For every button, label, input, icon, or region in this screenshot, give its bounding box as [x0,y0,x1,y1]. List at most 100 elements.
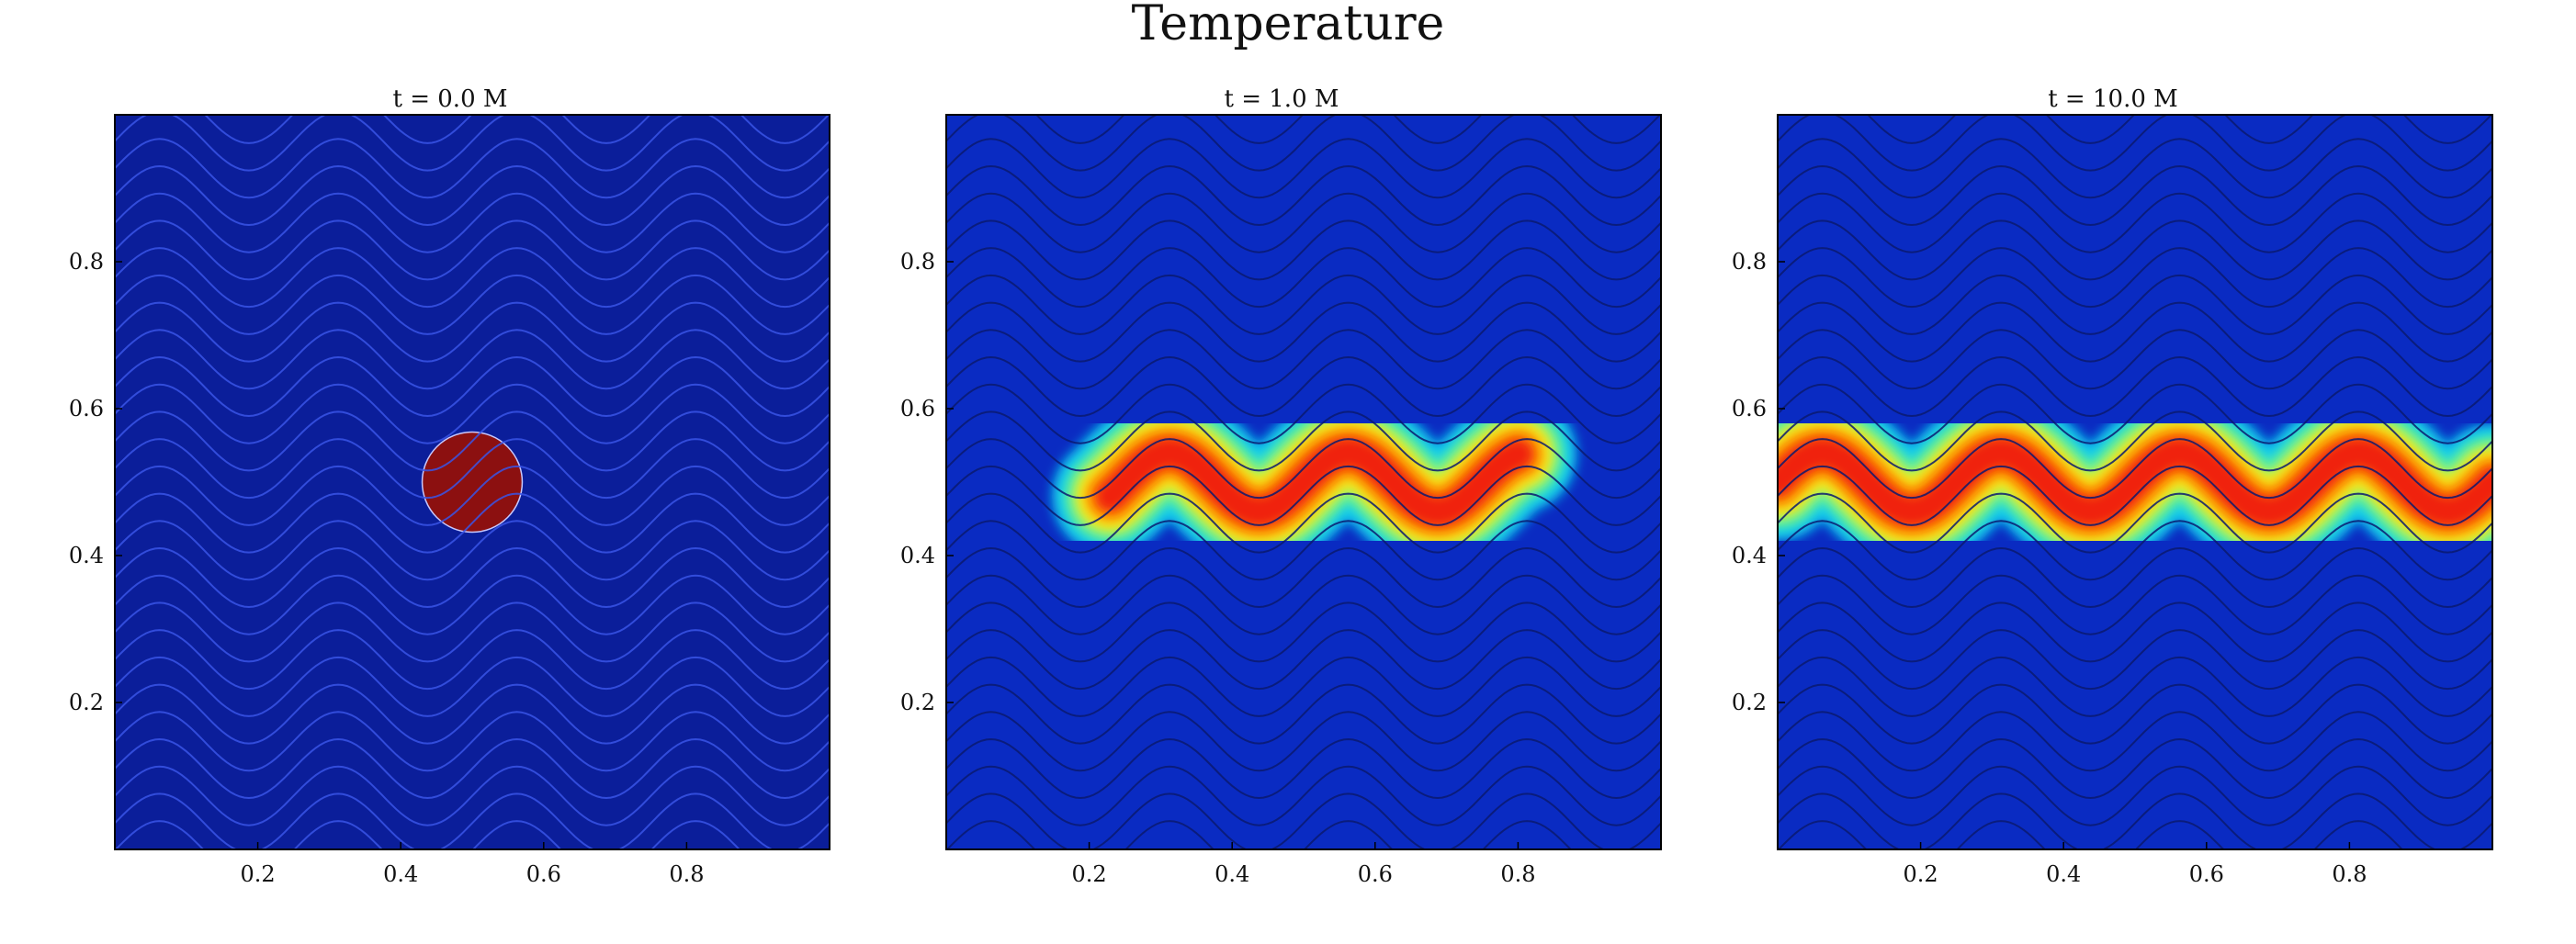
field-line [1778,683,2492,745]
field-line [946,711,1661,772]
field-line [946,820,1573,849]
y-tick-label: 0.2 [69,690,104,715]
plot-frame [945,114,1662,850]
x-tick-label: 0.6 [2189,861,2224,887]
y-tick-label: 0.4 [69,543,104,568]
y-tick-label: 0.8 [1732,249,1767,275]
field-line [1778,711,2492,772]
x-tick-label: 0.2 [241,861,276,887]
field-line [946,383,1661,444]
y-tick-label: 0.4 [1732,543,1767,568]
field-line [1778,410,2492,472]
field-line [946,438,1661,500]
field-line [115,820,741,849]
field-line [1778,601,2492,663]
field-line [946,737,1661,800]
panel-t1: t = 1.0 M 0.2 0.4 0.6 0.8 0.2 0.4 0.6 0.8 [887,0,1677,918]
field-line [1778,247,2492,309]
field-line [946,329,1661,390]
field-line [1778,765,2492,826]
x-tick-label: 0.8 [1500,861,1535,887]
field-line [1778,574,2492,635]
field-line [1778,629,2492,691]
field-line [115,492,830,554]
field-line [115,465,830,526]
field-line [115,247,830,309]
x-tick-label: 0.4 [383,861,418,887]
field-line [946,629,1661,691]
field-line [946,683,1661,745]
panel-t10: t = 10.0 M 0.2 0.4 0.6 0.8 0.2 0.4 0.6 0.8 [1718,0,2508,918]
y-tick-label: 0.4 [900,543,935,568]
x-tick-label: 0.2 [1904,861,1938,887]
field-line [1778,355,2492,418]
field-line [115,520,830,581]
heatmap-plot: 0.2 0.4 0.6 0.8 0.2 0.4 0.6 0.8 [1732,114,2493,887]
field-line [946,301,1661,363]
field-line [115,656,830,717]
y-tick-label: 0.8 [69,249,104,275]
field-line [115,329,830,390]
field-line [115,683,830,745]
panel-title: t = 1.0 M [1224,85,1339,113]
field-line [1778,329,2492,390]
field-line [1778,737,2492,800]
field-line [946,601,1661,663]
field-line [115,138,830,199]
field-line [115,438,830,500]
field-line [115,765,830,826]
field-line [1778,546,2492,609]
x-tick-label: 0.2 [1072,861,1107,887]
x-tick-label: 0.6 [1358,861,1393,887]
field-line [115,410,830,472]
field-line [946,546,1661,609]
field-line [946,355,1661,418]
y-tick-label: 0.6 [900,396,935,421]
field-line [946,138,1661,199]
field-line [115,574,830,635]
x-tick-label: 0.4 [2046,861,2081,887]
field-line [115,629,830,691]
field-line [1778,138,2492,199]
field-line [115,164,830,227]
field-line [115,383,830,444]
field-line [1778,492,2492,554]
field-line [1778,164,2492,227]
y-tick-label: 0.6 [1732,396,1767,421]
field-line [115,301,830,363]
heat-band-layer [1778,436,2492,528]
field-line [115,546,830,609]
field-line [1778,274,2492,335]
panel-t0: t = 0.0 M 0.2 0.4 0.6 0.8 0.2 0.4 0.6 0.8 [55,0,845,918]
field-line [1034,115,1661,144]
figure-title: Temperature [1131,0,1445,51]
field-line [1778,301,2492,363]
field-line [115,274,830,335]
field-line [946,520,1661,581]
field-line [115,219,830,281]
field-line [946,574,1661,635]
field-line [115,355,830,418]
hot-blob [421,431,524,534]
field-line [115,601,830,663]
field-line [1778,219,2492,281]
field-line [115,711,830,772]
panel-title: t = 10.0 M [2048,85,2178,113]
y-tick-label: 0.2 [900,690,935,715]
field-line [1778,520,2492,581]
plot-frame [1777,114,2493,850]
x-tick-label: 0.4 [1215,861,1249,887]
heat-band-layer [1094,436,1534,528]
field-line [946,410,1661,472]
field-line [946,492,1661,554]
field-line [946,656,1661,717]
field-line [1778,465,2492,526]
plot-frame [114,114,830,850]
y-tick-label: 0.8 [900,249,935,275]
field-line [203,115,830,144]
y-tick-label: 0.2 [1732,690,1767,715]
field-line [946,164,1661,227]
y-tick-label: 0.6 [69,396,104,421]
x-tick-label: 0.8 [669,861,704,887]
field-line [1778,192,2492,253]
